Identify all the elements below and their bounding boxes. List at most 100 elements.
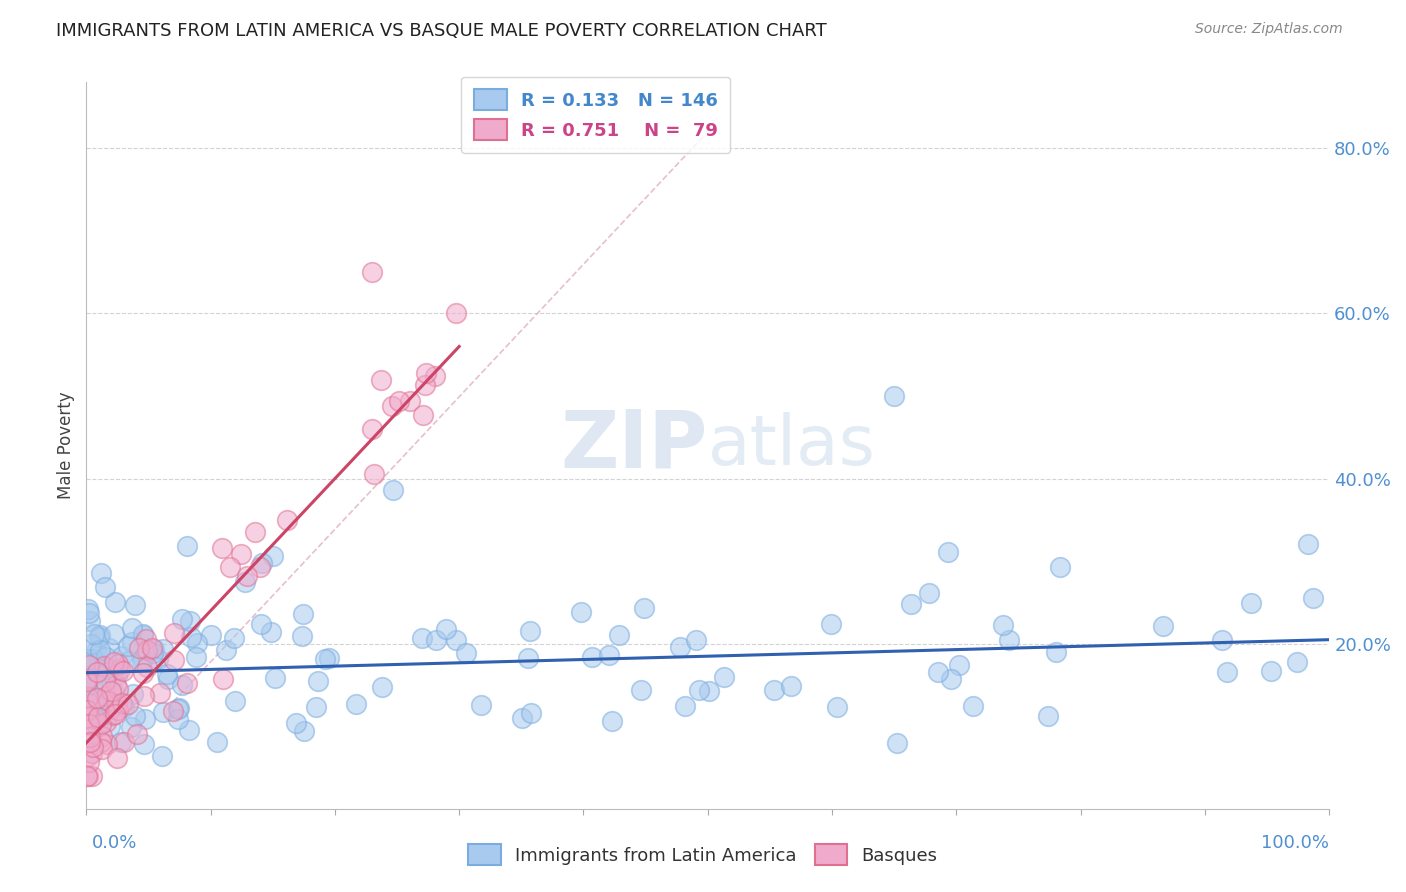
Point <box>135 643 157 657</box>
Point <box>156 666 179 681</box>
Point <box>132 627 155 641</box>
Point <box>222 631 245 645</box>
Point <box>1286 655 1309 669</box>
Point <box>292 723 315 738</box>
Point <box>1260 664 1282 678</box>
Point <box>83 697 105 711</box>
Point <box>94 673 117 688</box>
Point <box>1240 596 1263 610</box>
Point <box>900 597 922 611</box>
Point <box>121 687 143 701</box>
Point <box>598 648 620 662</box>
Point <box>361 422 384 436</box>
Point <box>96 737 118 751</box>
Point <box>120 721 142 735</box>
Point <box>318 651 340 665</box>
Point <box>77 652 100 666</box>
Point <box>87 710 110 724</box>
Point <box>97 641 120 656</box>
Point <box>142 647 165 661</box>
Point <box>86 690 108 705</box>
Point <box>134 713 156 727</box>
Point <box>93 658 115 673</box>
Point <box>87 630 110 644</box>
Point <box>108 662 131 676</box>
Point <box>399 394 422 409</box>
Point <box>124 708 146 723</box>
Point <box>581 649 603 664</box>
Point <box>77 756 100 770</box>
Point <box>697 684 720 698</box>
Point <box>413 378 436 392</box>
Point <box>262 549 284 563</box>
Point <box>90 566 112 580</box>
Point <box>233 575 256 590</box>
Point <box>381 399 404 413</box>
Point <box>176 540 198 554</box>
Point <box>962 699 984 714</box>
Point <box>87 710 110 724</box>
Point <box>117 698 139 712</box>
Point <box>84 644 107 658</box>
Point <box>96 690 118 704</box>
Point <box>97 662 120 676</box>
Point <box>112 700 135 714</box>
Point <box>103 627 125 641</box>
Point <box>412 408 434 422</box>
Point <box>186 636 208 650</box>
Point <box>98 719 121 733</box>
Point <box>132 650 155 665</box>
Point <box>112 665 135 679</box>
Point <box>200 628 222 642</box>
Point <box>105 678 128 692</box>
Point <box>673 698 696 713</box>
Point <box>124 599 146 613</box>
Point <box>284 716 307 731</box>
Point <box>79 614 101 628</box>
Point <box>111 696 134 710</box>
Point <box>79 654 101 668</box>
Point <box>243 524 266 539</box>
Point <box>939 673 962 687</box>
Point <box>520 706 543 720</box>
Point <box>688 682 710 697</box>
Point <box>83 626 105 640</box>
Point <box>121 621 143 635</box>
Point <box>142 642 165 657</box>
Point <box>883 389 905 403</box>
Point <box>1049 559 1071 574</box>
Point <box>132 628 155 642</box>
Point <box>131 654 153 668</box>
Point <box>104 594 127 608</box>
Point <box>76 749 98 764</box>
Point <box>90 717 112 731</box>
Point <box>218 560 240 574</box>
Point <box>112 735 135 749</box>
Point <box>79 697 101 711</box>
Text: 0.0%: 0.0% <box>91 834 136 852</box>
Point <box>211 541 233 556</box>
Point <box>80 676 103 690</box>
Point <box>519 624 541 639</box>
Point <box>276 513 298 527</box>
Point <box>235 569 257 583</box>
Point <box>152 705 174 719</box>
Point <box>470 698 492 712</box>
Point <box>170 678 193 692</box>
Point <box>602 714 624 729</box>
Point <box>264 672 287 686</box>
Point <box>82 652 104 666</box>
Point <box>163 653 186 667</box>
Point <box>162 704 184 718</box>
Point <box>77 706 100 720</box>
Point <box>148 686 170 700</box>
Point <box>1302 591 1324 606</box>
Point <box>132 665 155 680</box>
Point <box>425 633 447 648</box>
Point <box>76 673 98 688</box>
Point <box>94 649 117 664</box>
Point <box>668 640 690 655</box>
Point <box>157 673 180 687</box>
Point <box>91 729 114 743</box>
Point <box>456 646 478 660</box>
